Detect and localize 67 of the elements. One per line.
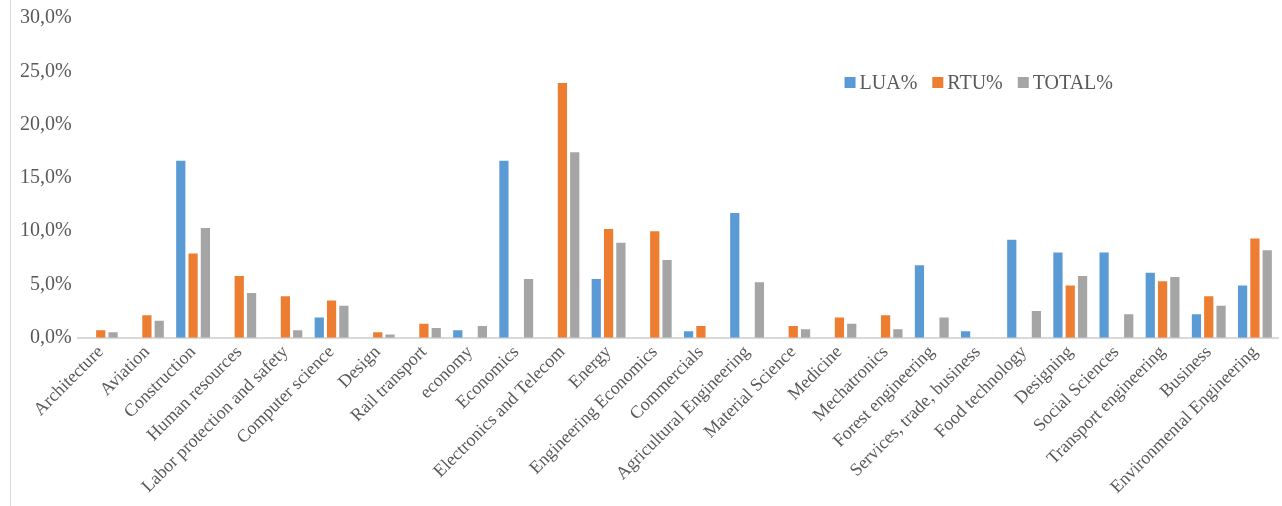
bar xyxy=(373,332,383,338)
y-tick-label: 20,0% xyxy=(19,111,72,134)
bar xyxy=(176,160,186,338)
bar xyxy=(234,275,244,338)
bar xyxy=(880,315,891,338)
bar xyxy=(1237,285,1248,338)
legend-label: LUA% xyxy=(859,71,918,94)
bar xyxy=(800,329,811,338)
bar xyxy=(453,330,463,338)
bar xyxy=(616,242,626,338)
bar xyxy=(108,332,118,338)
bar xyxy=(1065,285,1075,338)
bar xyxy=(1099,252,1109,338)
bar xyxy=(557,83,568,338)
bar xyxy=(754,282,765,338)
y-tick-label: 10,0% xyxy=(19,218,72,241)
y-tick-label: 0,0% xyxy=(29,324,72,347)
bar xyxy=(730,213,740,338)
bar xyxy=(788,325,798,338)
bar xyxy=(1204,296,1214,338)
bar xyxy=(314,317,324,338)
bar xyxy=(847,323,857,338)
bar xyxy=(1170,276,1180,338)
bar xyxy=(1031,311,1042,338)
bar xyxy=(200,227,211,338)
bar xyxy=(1262,250,1272,338)
bar xyxy=(339,305,349,338)
bar xyxy=(603,229,614,338)
bar xyxy=(683,331,694,338)
bar xyxy=(650,231,660,338)
bar xyxy=(246,292,257,338)
bar xyxy=(662,259,672,338)
bar xyxy=(570,152,580,338)
y-tick-label: 30,0% xyxy=(19,5,72,28)
bar xyxy=(1216,305,1226,338)
bar xyxy=(293,330,303,338)
bar xyxy=(1124,314,1134,338)
y-tick-label: 15,0% xyxy=(19,165,72,188)
bar xyxy=(419,323,429,338)
legend-label: RTU% xyxy=(947,71,1003,94)
legend-label: TOTAL% xyxy=(1032,71,1113,94)
bar xyxy=(696,325,706,338)
bar xyxy=(523,279,534,338)
bar xyxy=(1145,272,1155,338)
bar xyxy=(1157,281,1168,338)
bar xyxy=(142,315,152,338)
bar xyxy=(477,325,488,338)
bar xyxy=(1053,252,1063,338)
bar xyxy=(280,296,291,338)
y-tick-label: 5,0% xyxy=(29,271,72,294)
bar xyxy=(1191,314,1202,338)
bar xyxy=(834,317,845,338)
bar xyxy=(188,253,198,338)
bar xyxy=(591,279,601,338)
bar xyxy=(1077,275,1088,338)
bar xyxy=(939,317,949,338)
bar xyxy=(96,330,106,338)
bar xyxy=(893,329,903,338)
bar xyxy=(1250,238,1260,338)
bar xyxy=(914,265,925,338)
bar xyxy=(154,320,164,338)
bar xyxy=(326,300,337,338)
bar xyxy=(960,331,971,338)
y-tick-label: 25,0% xyxy=(19,58,72,81)
bar xyxy=(431,328,441,338)
bar xyxy=(1007,239,1017,338)
bar xyxy=(499,160,509,338)
